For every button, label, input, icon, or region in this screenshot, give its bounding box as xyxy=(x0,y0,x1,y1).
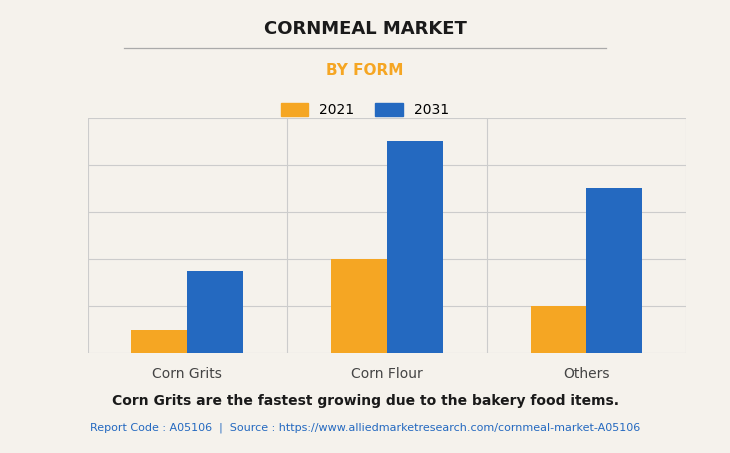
Legend: 2021, 2031: 2021, 2031 xyxy=(275,97,455,123)
Bar xyxy=(387,141,443,353)
Bar xyxy=(531,306,586,353)
Text: CORNMEAL MARKET: CORNMEAL MARKET xyxy=(264,20,466,39)
Bar xyxy=(188,271,243,353)
Text: Corn Grits are the fastest growing due to the bakery food items.: Corn Grits are the fastest growing due t… xyxy=(112,394,618,408)
Bar xyxy=(586,188,642,353)
Bar xyxy=(131,330,188,353)
Bar xyxy=(331,259,387,353)
Text: BY FORM: BY FORM xyxy=(326,63,404,78)
Text: Report Code : A05106  |  Source : https://www.alliedmarketresearch.com/cornmeal-: Report Code : A05106 | Source : https://… xyxy=(90,423,640,434)
